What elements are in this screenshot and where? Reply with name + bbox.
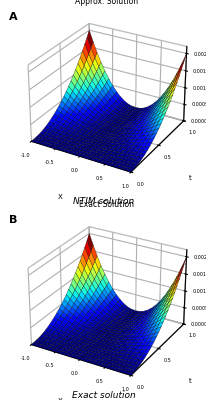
X-axis label: X: X — [58, 194, 63, 200]
Title: Approx. Solution: Approx. Solution — [75, 0, 137, 6]
Text: B: B — [9, 215, 18, 225]
Text: Exact solution: Exact solution — [71, 392, 135, 400]
Title: Exact Solution: Exact Solution — [79, 200, 133, 209]
Y-axis label: t: t — [188, 175, 191, 181]
X-axis label: X: X — [58, 398, 63, 400]
Text: A: A — [9, 12, 18, 22]
Text: NTIM solution: NTIM solution — [73, 198, 133, 206]
Y-axis label: t: t — [188, 378, 191, 384]
